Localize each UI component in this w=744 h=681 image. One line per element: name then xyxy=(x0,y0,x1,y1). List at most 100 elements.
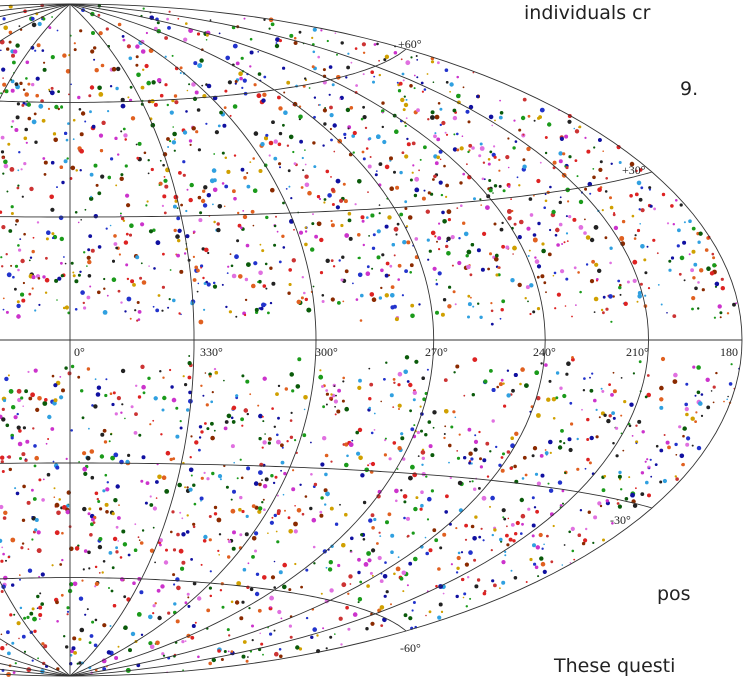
galaxy-dot xyxy=(519,219,524,225)
galaxy-dot xyxy=(234,254,239,260)
galaxy-dot xyxy=(290,411,293,414)
galaxy-dot xyxy=(470,462,473,465)
galaxy-dot xyxy=(77,221,80,224)
galaxy-dot xyxy=(251,624,254,628)
galaxy-dot xyxy=(267,441,271,445)
galaxy-dot xyxy=(112,259,115,263)
galaxy-dot xyxy=(233,197,237,201)
galaxy-dot xyxy=(273,156,278,161)
galaxy-dot xyxy=(473,487,477,491)
galaxy-dot xyxy=(635,424,638,427)
galaxy-dot xyxy=(186,514,189,517)
galaxy-dot xyxy=(144,501,148,505)
galaxy-dot xyxy=(540,561,546,567)
galaxy-dot xyxy=(378,212,381,215)
galaxy-dot xyxy=(111,277,117,283)
galaxy-dot xyxy=(42,478,45,481)
galaxy-dot xyxy=(434,132,437,135)
galaxy-dot xyxy=(252,157,255,160)
parallel xyxy=(0,462,653,509)
galaxy-dot xyxy=(257,608,262,613)
galaxy-dot xyxy=(520,532,523,535)
galaxy-dot xyxy=(636,180,642,186)
galaxy-dot xyxy=(102,489,106,493)
galaxy-dot xyxy=(295,645,300,650)
galaxy-dot xyxy=(370,513,375,518)
galaxy-dot xyxy=(87,512,91,516)
galaxy-dot xyxy=(522,164,527,169)
galaxy-dot xyxy=(450,563,453,566)
galaxy-dot xyxy=(263,508,266,512)
galaxy-dot xyxy=(225,55,230,61)
galaxy-dot xyxy=(415,496,419,499)
galaxy-dot xyxy=(59,165,64,169)
galaxy-dot xyxy=(487,267,490,271)
galaxy-dot xyxy=(430,115,435,120)
galaxy-dot xyxy=(632,503,638,508)
galaxy-dot xyxy=(525,581,528,583)
galaxy-dot xyxy=(161,408,165,412)
galaxy-dot xyxy=(89,110,92,114)
galaxy-dot xyxy=(506,543,510,547)
galaxy-dot xyxy=(472,305,475,308)
galaxy-dot xyxy=(368,137,372,141)
galaxy-dot xyxy=(560,269,565,274)
galaxy-dot xyxy=(341,399,345,403)
galaxy-dot xyxy=(220,658,224,661)
galaxy-dot xyxy=(438,149,443,154)
galaxy-dot xyxy=(165,450,171,456)
galaxy-dot xyxy=(235,315,238,318)
galaxy-dot xyxy=(559,440,562,443)
galaxy-dot xyxy=(359,580,363,584)
galaxy-dot xyxy=(482,539,485,542)
galaxy-dot xyxy=(560,429,564,433)
galaxy-dot xyxy=(324,503,327,506)
galaxy-dot xyxy=(466,249,472,255)
galaxy-dot xyxy=(328,65,333,69)
galaxy-dot xyxy=(192,581,197,586)
galaxy-dot xyxy=(426,73,429,75)
galaxy-dot xyxy=(550,560,554,564)
galaxy-dot xyxy=(499,99,501,102)
galaxy-dot xyxy=(202,189,206,193)
galaxy-dot xyxy=(284,387,288,391)
galaxy-dot xyxy=(383,453,387,457)
galaxy-dot xyxy=(217,124,221,128)
galaxy-dot xyxy=(571,315,573,318)
galaxy-dot xyxy=(440,610,444,614)
galaxy-dot xyxy=(432,266,437,271)
galaxy-dot xyxy=(480,204,483,206)
galaxy-dot xyxy=(208,372,212,377)
galaxy-dot xyxy=(8,30,13,35)
galaxy-dot xyxy=(5,310,9,314)
galaxy-dot xyxy=(140,85,145,90)
galaxy-dot xyxy=(468,143,473,148)
galaxy-dot xyxy=(297,357,302,362)
galaxy-dot xyxy=(409,409,412,413)
galaxy-dot xyxy=(598,138,602,142)
galaxy-dot xyxy=(537,575,540,578)
galaxy-dot xyxy=(125,263,129,267)
galaxy-dot xyxy=(538,532,543,538)
galaxy-dot xyxy=(135,44,140,49)
galaxy-dot xyxy=(99,454,105,459)
galaxy-dot xyxy=(164,489,170,494)
galaxy-dot xyxy=(455,571,459,574)
galaxy-dot xyxy=(404,124,407,128)
galaxy-dot xyxy=(56,29,59,32)
galaxy-dot xyxy=(673,372,678,378)
galaxy-dot xyxy=(626,280,630,284)
galaxy-dot xyxy=(365,627,369,631)
galaxy-dot xyxy=(288,624,292,628)
galaxy-dot xyxy=(19,457,22,460)
galaxy-dot xyxy=(212,284,218,289)
galaxy-dot xyxy=(192,483,196,487)
galaxy-dot xyxy=(495,445,498,449)
galaxy-dot xyxy=(468,451,473,456)
galaxy-dot xyxy=(316,195,321,199)
galaxy-dot xyxy=(188,197,193,203)
galaxy-dot xyxy=(435,310,439,315)
galaxy-dot xyxy=(616,502,620,505)
galaxy-dot xyxy=(532,543,536,548)
